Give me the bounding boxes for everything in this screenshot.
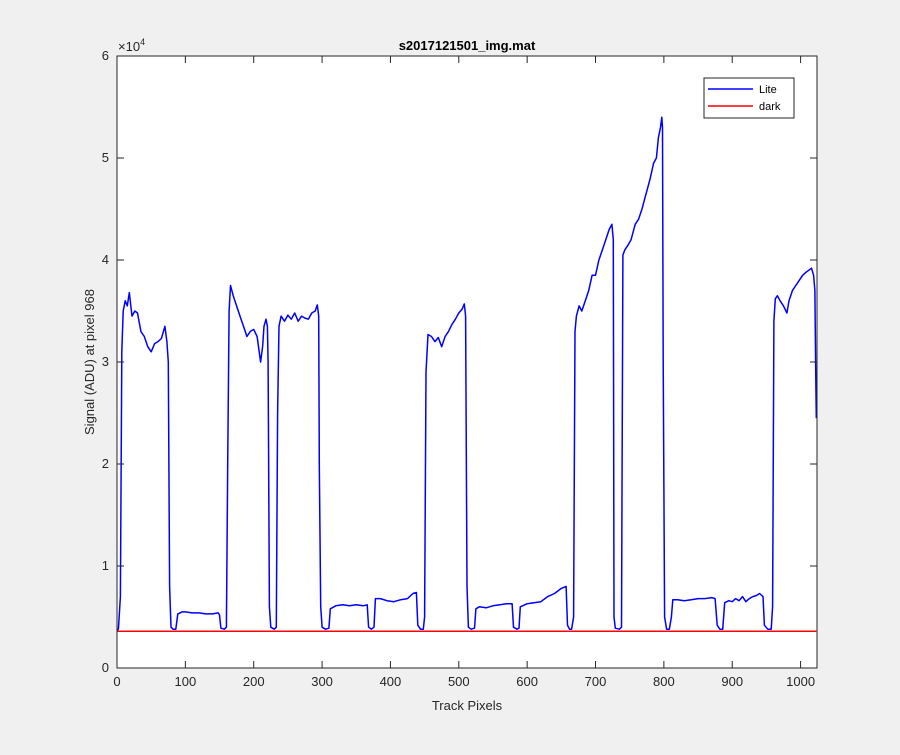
y-tick-label: 6	[102, 48, 109, 63]
y-tick-label: 3	[102, 354, 109, 369]
x-tick-label: 900	[721, 674, 743, 689]
x-axis-title: Track Pixels	[432, 698, 503, 713]
x-tick-label: 700	[585, 674, 607, 689]
y-tick-label: 5	[102, 150, 109, 165]
legend[interactable]: Lite dark	[703, 77, 795, 119]
x-tick-label: 0	[113, 674, 120, 689]
y-tick-label: 0	[102, 660, 109, 675]
x-tick-label: 500	[448, 674, 470, 689]
series-line-lite	[116, 116, 818, 631]
y-tick-label: 1	[102, 558, 109, 573]
chart-title: s2017121501_img.mat	[399, 38, 536, 53]
legend-label-lite: Lite	[759, 84, 777, 96]
legend-box	[703, 77, 795, 119]
series-group	[116, 116, 818, 633]
y-axis-title: Signal (ADU) at pixel 968	[82, 289, 97, 435]
x-tick-label: 300	[311, 674, 333, 689]
tick-group: 0 100 200 300 400 500 600 700 800 900 1000 0 1 2 3 4 5 6	[102, 48, 817, 689]
y-exponent-label: ×104	[118, 37, 145, 54]
y-tick-label: 2	[102, 456, 109, 471]
x-tick-label: 200	[243, 674, 265, 689]
x-tick-label: 1000	[786, 674, 815, 689]
legend-label-dark: dark	[759, 101, 781, 113]
x-tick-label: 800	[653, 674, 675, 689]
y-tick-label: 4	[102, 252, 109, 267]
x-tick-label: 400	[380, 674, 402, 689]
x-tick-label: 100	[175, 674, 197, 689]
x-tick-label: 600	[516, 674, 538, 689]
plot-area-frame	[116, 55, 818, 669]
